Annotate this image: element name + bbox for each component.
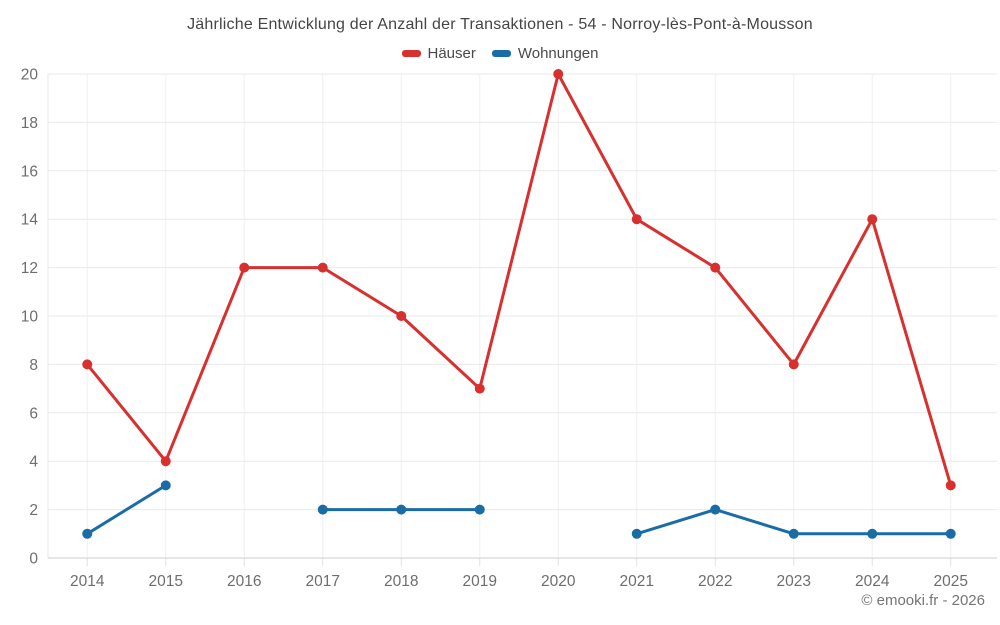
series-line-haeuser xyxy=(85,72,953,487)
data-point-wohnungen-2023[interactable] xyxy=(788,528,799,539)
y-axis-label: 10 xyxy=(21,309,39,326)
data-point-wohnungen-2018[interactable] xyxy=(396,504,407,515)
x-axis-label: 2014 xyxy=(70,573,105,590)
chart-legend: Häuser Wohnungen xyxy=(0,45,1000,62)
data-point-wohnungen-2025[interactable] xyxy=(945,528,956,539)
data-point-haeuser-2025[interactable] xyxy=(945,480,956,491)
data-point-haeuser-2016[interactable] xyxy=(239,262,250,273)
data-point-haeuser-2017[interactable] xyxy=(317,262,328,273)
x-axis-label: 2018 xyxy=(384,573,418,590)
legend-swatch-wohnungen xyxy=(491,50,511,57)
x-axis-label: 2017 xyxy=(306,573,340,590)
data-point-haeuser-2023[interactable] xyxy=(788,359,799,370)
y-axis-label: 18 xyxy=(21,115,38,132)
data-point-wohnungen-2022[interactable] xyxy=(710,504,721,515)
x-axis-label: 2019 xyxy=(463,573,497,590)
legend-label-haeuser: Häuser xyxy=(427,45,476,62)
data-point-wohnungen-2015[interactable] xyxy=(160,480,171,491)
data-point-haeuser-2021[interactable] xyxy=(631,214,642,225)
y-axis-label: 0 xyxy=(29,551,38,568)
data-point-wohnungen-2019[interactable] xyxy=(474,504,485,515)
data-point-haeuser-2018[interactable] xyxy=(396,311,407,321)
y-axis-label: 12 xyxy=(21,260,38,277)
data-point-wohnungen-2024[interactable] xyxy=(867,528,878,539)
data-point-haeuser-2024[interactable] xyxy=(867,214,878,225)
y-axis-label: 20 xyxy=(21,67,39,84)
y-axis-label: 4 xyxy=(29,454,38,471)
y-axis-label: 2 xyxy=(29,502,38,519)
chart-title: Jährliche Entwicklung der Anzahl der Tra… xyxy=(187,16,813,33)
data-point-haeuser-2015[interactable] xyxy=(160,456,171,467)
y-axis-label: 16 xyxy=(21,163,38,180)
x-axis-label: 2021 xyxy=(620,573,654,590)
y-axis-label: 14 xyxy=(21,212,39,229)
x-axis-label: 2022 xyxy=(698,573,732,590)
legend-label-wohnungen: Wohnungen xyxy=(517,45,599,62)
x-axis-label: 2024 xyxy=(855,573,890,590)
x-axis-label: 2015 xyxy=(149,573,183,590)
legend-item-wohnungen[interactable]: Wohnungen xyxy=(491,45,599,62)
x-axis-label: 2025 xyxy=(934,573,968,590)
y-axis-label: 8 xyxy=(29,357,38,374)
data-point-haeuser-2022[interactable] xyxy=(710,262,721,273)
x-axis-label: 2020 xyxy=(541,573,576,590)
legend-item-haeuser[interactable]: Häuser xyxy=(401,45,476,62)
x-axis-label: 2016 xyxy=(227,573,261,590)
data-point-haeuser-2019[interactable] xyxy=(474,383,485,394)
data-point-wohnungen-2017[interactable] xyxy=(317,504,328,515)
data-point-wohnungen-2021[interactable] xyxy=(631,528,642,539)
x-axis-label: 2023 xyxy=(777,573,811,590)
data-point-haeuser-2014[interactable] xyxy=(82,359,93,370)
legend-swatch-haeuser xyxy=(401,50,421,57)
data-point-wohnungen-2014[interactable] xyxy=(82,528,93,539)
copyright: © emooki.fr - 2026 xyxy=(861,592,985,609)
data-point-haeuser-2020[interactable] xyxy=(553,69,564,79)
y-axis-label: 6 xyxy=(29,405,38,422)
